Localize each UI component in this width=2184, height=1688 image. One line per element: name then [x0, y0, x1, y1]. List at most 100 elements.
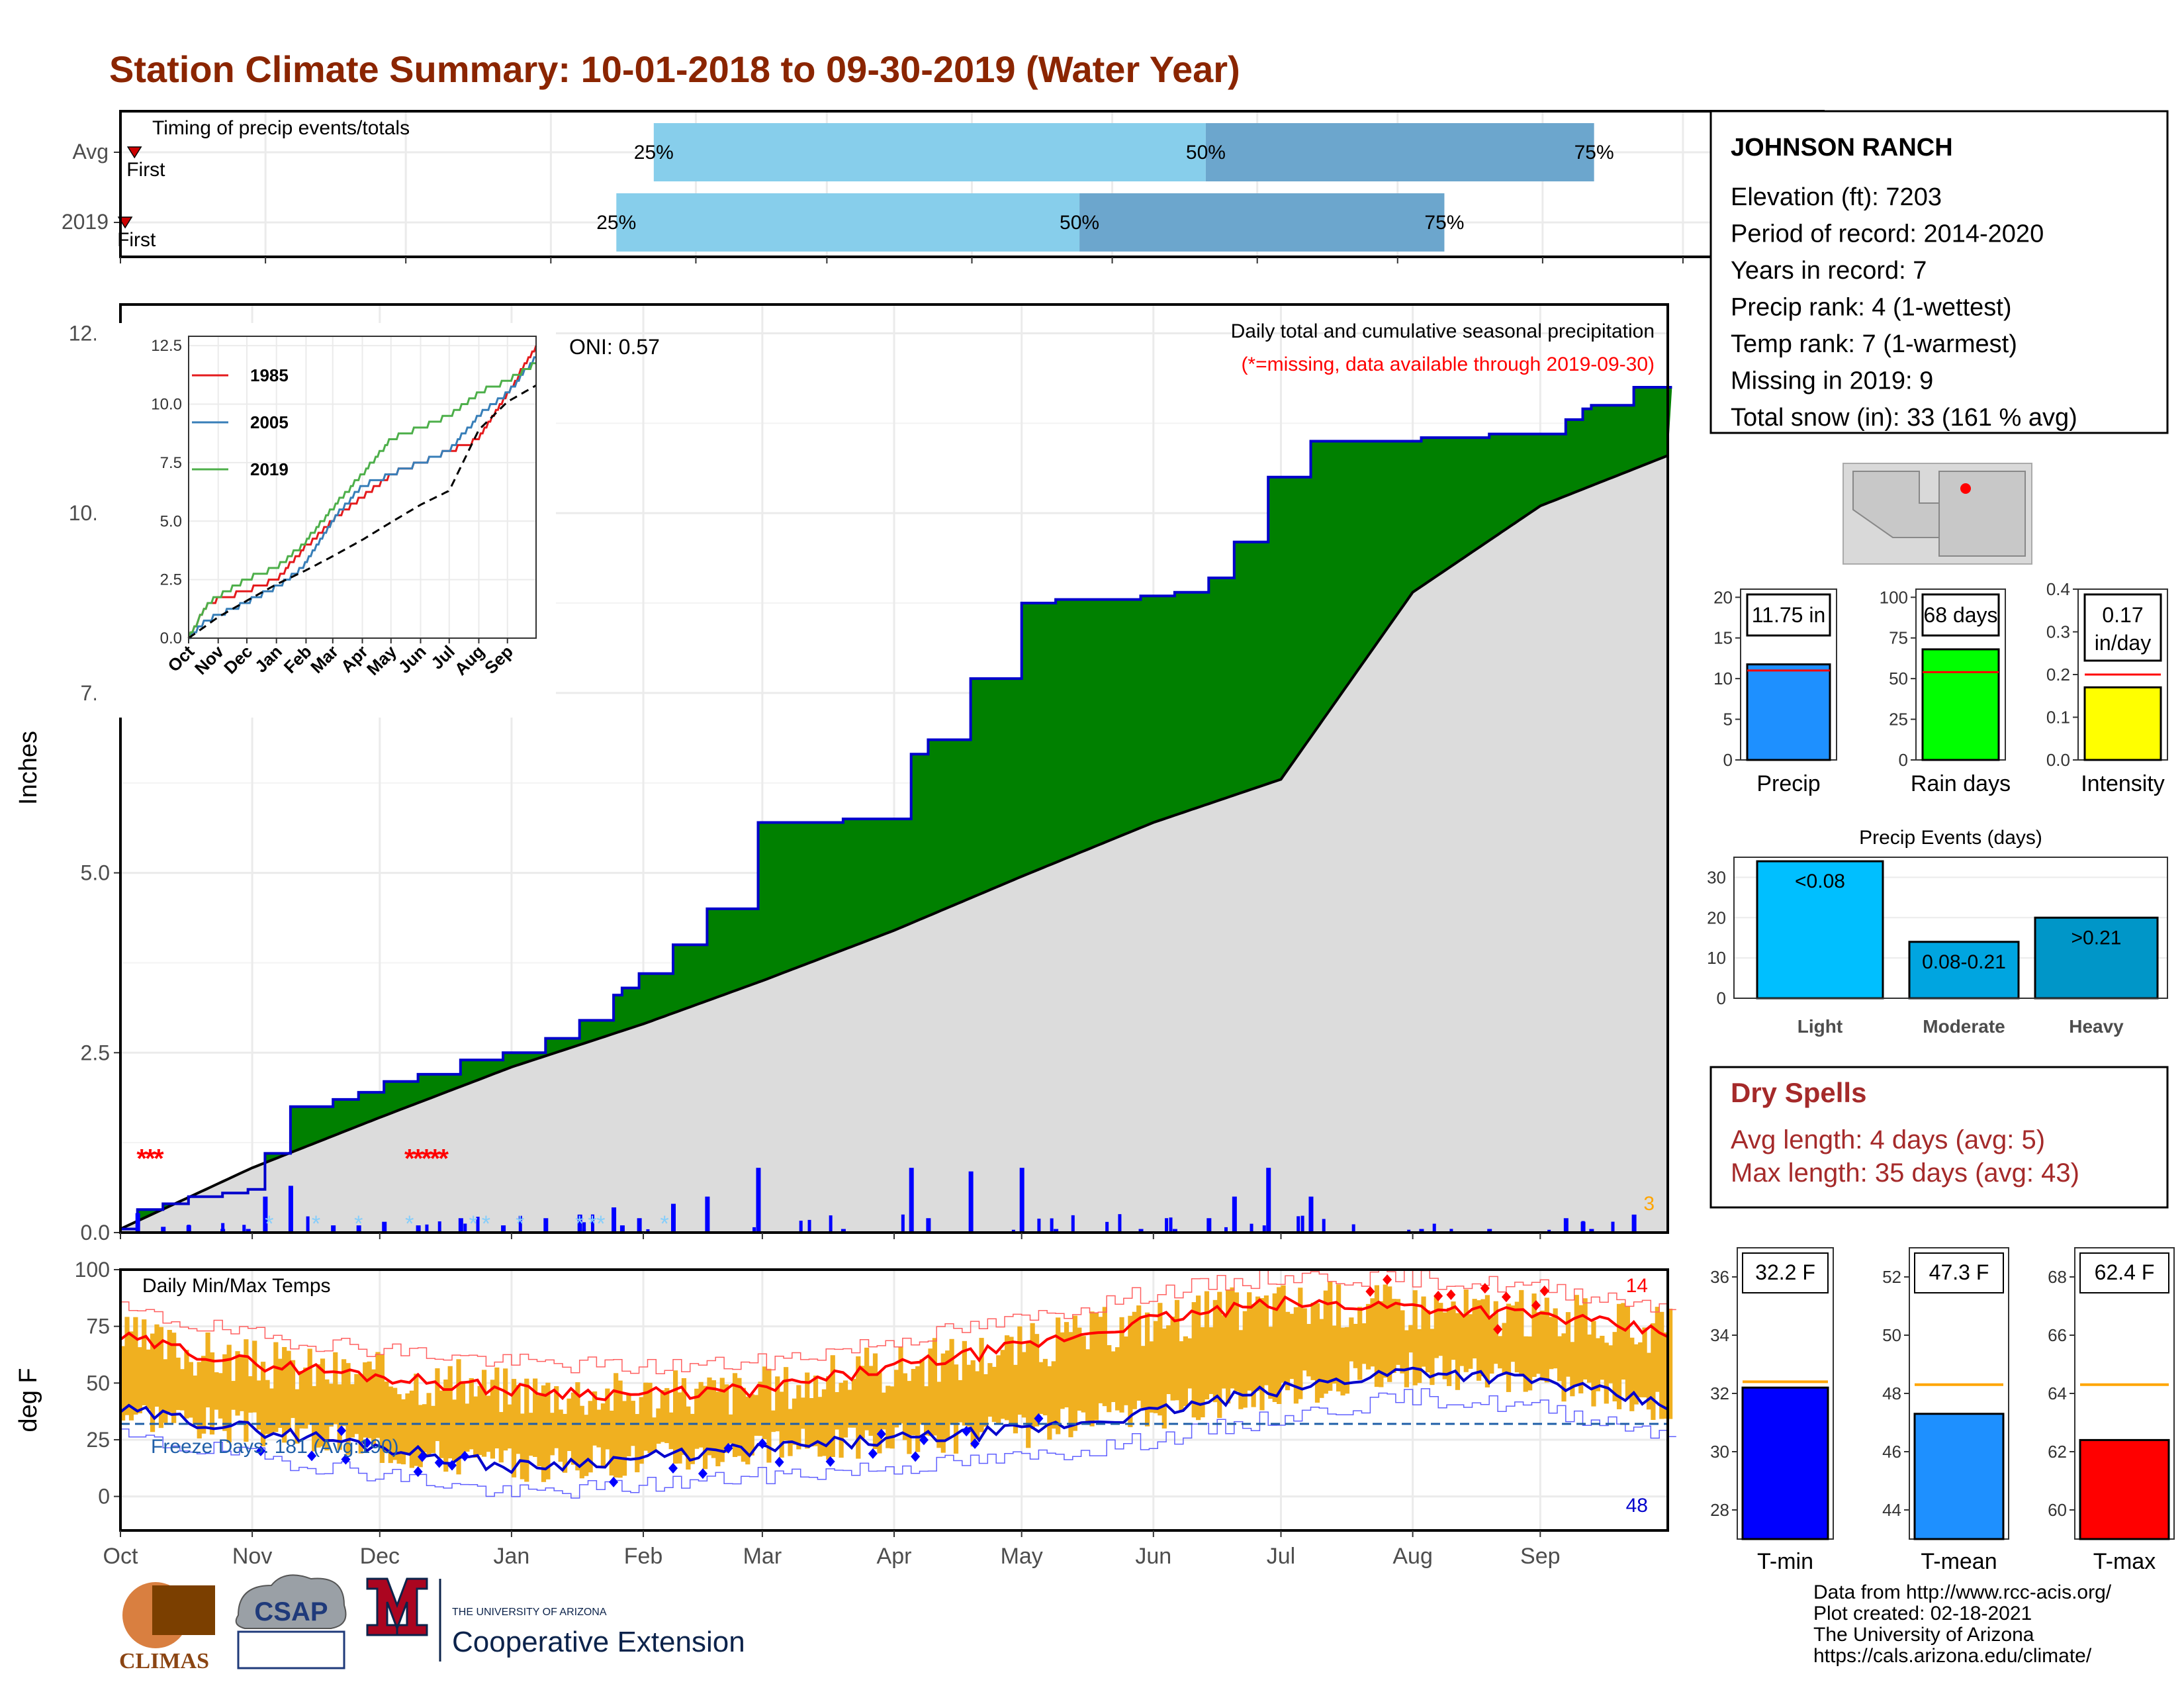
daily-precip-bar [263, 1196, 268, 1233]
daily-precip-bar [1224, 1227, 1228, 1233]
daily-temp-range-bar [928, 1348, 933, 1436]
record-high-marker [1383, 1274, 1392, 1286]
daily-temp-range-bar [1272, 1293, 1277, 1403]
temp-summary-value-box [2079, 1252, 2169, 1293]
daily-temp-range-bar [1582, 1298, 1588, 1380]
daily-temp-range-bar [171, 1333, 177, 1423]
missing-data-marker: * [145, 1144, 156, 1173]
daily-precip-bar [331, 1225, 336, 1233]
daily-temp-range-bar [1463, 1289, 1469, 1372]
temp-summary-y-tick-label: 46 [1882, 1442, 1901, 1462]
daily-precip-bar [1300, 1215, 1304, 1233]
daily-temp-range-bar [209, 1352, 215, 1435]
daily-temp-range-bar [379, 1355, 385, 1464]
summary-y-tick-label: 15 [1713, 628, 1733, 648]
daily-temp-range-bar [1115, 1347, 1120, 1411]
daily-temp-range-bar [966, 1364, 972, 1427]
temp-summary-y-tick-label: 50 [1882, 1325, 1901, 1345]
temp-summary-value-label: 32.2 F [1755, 1260, 1815, 1284]
daily-temp-range-bar [1510, 1305, 1516, 1362]
daily-temp-range-bar [1365, 1303, 1371, 1370]
summary-value-bar [2083, 686, 2162, 761]
daily-temp-range-bar [1166, 1325, 1171, 1395]
daily-temp-range-bar [614, 1373, 619, 1477]
average-min-temp-line [119, 1366, 1668, 1474]
daily-temp-range-bar [1379, 1301, 1384, 1387]
daily-temp-range-bar [1455, 1313, 1461, 1390]
daily-temp-range-bar [1578, 1305, 1584, 1393]
summary-y-tick-label: 0.0 [2046, 750, 2070, 770]
daily-temp-range-bar [563, 1413, 568, 1473]
daily-precip-bar [458, 1218, 463, 1233]
daily-temp-range-bar [664, 1387, 670, 1444]
credit-line-3: The University of Arizona [1813, 1624, 2034, 1646]
inset-y-tick-label: 12.5 [151, 337, 182, 355]
daily-temp-range-bar [681, 1378, 687, 1455]
first-event-marker [126, 146, 142, 159]
temp-summary-value-label: 62.4 F [2095, 1260, 2155, 1284]
daily-temp-range-bar [371, 1369, 377, 1444]
snow-marker: * [354, 1211, 363, 1237]
daily-temp-range-bar [1421, 1296, 1426, 1367]
daily-temp-range-bar [158, 1327, 164, 1429]
daily-temp-range-bar [1514, 1301, 1520, 1373]
daily-temp-range-bar [469, 1378, 474, 1450]
daily-temp-range-bar [617, 1380, 623, 1478]
inset-legend-label: 1985 [250, 365, 289, 385]
daily-temp-range-bar [507, 1404, 512, 1449]
daily-temp-range-bar [1187, 1338, 1193, 1389]
daily-precip-bar [1071, 1215, 1075, 1233]
daily-precip-bar [416, 1225, 421, 1233]
daily-temp-range-bar [1595, 1338, 1601, 1391]
precip-event-range-label: >0.21 [2071, 927, 2122, 949]
daily-temp-range-bar [452, 1399, 457, 1461]
daily-temp-range-bar [218, 1373, 223, 1419]
daily-precip-bar [752, 1227, 756, 1233]
daily-temp-range-bar [503, 1368, 508, 1451]
daily-temp-range-bar [762, 1366, 768, 1440]
daily-precip-bar [968, 1171, 974, 1233]
record-low-marker [698, 1468, 707, 1479]
daily-temp-range-bar [1374, 1285, 1380, 1387]
daily-temp-range-bar [1051, 1361, 1056, 1429]
daily-temp-range-bar [1034, 1334, 1040, 1427]
daily-precip-bar [646, 1229, 650, 1233]
daily-temp-range-bar [1586, 1335, 1592, 1383]
snow-marker: * [588, 1211, 596, 1237]
daily-temp-range-bar [549, 1413, 555, 1456]
daily-temp-range-bar [392, 1387, 398, 1460]
first-event-label: First [117, 229, 156, 251]
daily-temp-range-bar [1021, 1352, 1026, 1418]
record-low-marker [1034, 1413, 1044, 1424]
temp-summary-y-tick-label: 52 [1882, 1267, 1901, 1287]
month-tick-label: Jul [1267, 1544, 1295, 1569]
daily-temp-range-bar [1281, 1285, 1286, 1383]
daily-precip-bar [288, 1186, 293, 1233]
daily-temp-range-bar [1060, 1332, 1065, 1409]
daily-temp-range-bar [1056, 1317, 1061, 1434]
summary-bar-label: Intensity [2081, 771, 2165, 796]
timing-bar-q50-q75 [1205, 123, 1594, 181]
station-info-box [1709, 110, 2169, 434]
daily-temp-range-bar [953, 1364, 959, 1454]
record-high-marker [1446, 1289, 1456, 1300]
daily-temp-range-bar [295, 1389, 300, 1444]
average-precip-area [120, 455, 1668, 1233]
daily-temp-range-bar [520, 1413, 525, 1479]
summary-y-tick-label: 75 [1889, 628, 1908, 648]
daily-temp-range-bar [1196, 1295, 1201, 1421]
events-y-tick-label: 0 [1717, 988, 1726, 1008]
daily-temp-range-bar [1480, 1299, 1486, 1377]
daily-temp-range-bar [813, 1376, 819, 1446]
daily-temp-range-bar [1531, 1293, 1537, 1378]
daily-temp-range-bar [396, 1394, 402, 1464]
daily-precip-bar [1118, 1214, 1122, 1233]
daily-temp-range-bar [754, 1395, 759, 1436]
record-low-marker [962, 1425, 972, 1436]
timing-bar-q50-q75 [1079, 193, 1445, 252]
daily-temp-range-bar [1340, 1327, 1345, 1396]
daily-temp-range-bar [465, 1403, 470, 1452]
summary-y-tick-label: 0.2 [2046, 665, 2070, 684]
daily-temp-range-bar [473, 1396, 478, 1458]
missing-data-marker: * [430, 1144, 441, 1173]
